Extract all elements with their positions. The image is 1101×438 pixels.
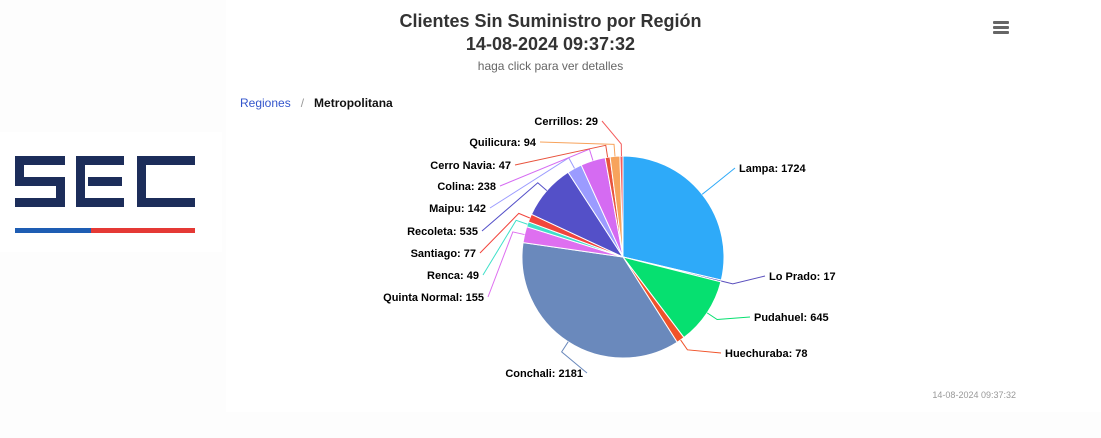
breadcrumb: Regiones / Metropolitana xyxy=(240,96,393,110)
connector-lo-prado xyxy=(720,275,766,285)
connector-lampa xyxy=(701,167,736,195)
pie-slice-pudahuel[interactable] xyxy=(621,256,722,339)
data-label-colina: Colina: 238 xyxy=(437,181,496,193)
data-label-lo-prado: Lo Prado: 17 xyxy=(769,271,836,283)
chart-subtitle: haga click para ver detalles xyxy=(477,59,624,73)
data-label-cerro-navia: Cerro Navia: 47 xyxy=(430,160,511,172)
connector-cerrillos xyxy=(601,120,622,157)
data-label-cerrillos: Cerrillos: 29 xyxy=(534,116,598,128)
breadcrumb-regiones-link[interactable]: Regiones xyxy=(240,96,291,110)
connector-conchali xyxy=(560,341,588,374)
breadcrumb-separator: / xyxy=(300,96,305,110)
connector-cerro-navia xyxy=(514,144,609,166)
hamburger-menu-icon[interactable] xyxy=(991,19,1013,37)
sec-logo xyxy=(0,132,222,252)
data-label-huechuraba: Huechuraba: 78 xyxy=(725,348,808,360)
data-label-conchali: Conchali: 2181 xyxy=(505,368,583,380)
connector-renca xyxy=(482,219,528,276)
connector-recoleta xyxy=(481,182,548,232)
connector-santiago xyxy=(479,212,531,254)
chart-title: Clientes Sin Suministro por Región xyxy=(399,11,702,31)
pie-slice-conchali[interactable] xyxy=(521,242,678,359)
connector-huechuraba xyxy=(680,339,722,354)
data-label-pudahuel: Pudahuel: 645 xyxy=(754,312,829,324)
data-label-renca: Renca: 49 xyxy=(427,270,479,282)
connector-quinta-normal xyxy=(487,231,525,298)
data-label-santiago: Santiago: 77 xyxy=(411,248,476,260)
chart-datetime: 14-08-2024 09:37:32 xyxy=(465,34,636,54)
data-label-quilicura: Quilicura: 94 xyxy=(469,137,537,149)
data-label-recoleta: Recoleta: 535 xyxy=(407,226,478,238)
pie-slice-lampa[interactable] xyxy=(622,155,725,281)
sec-logo-graphic xyxy=(15,156,195,233)
connector-pudahuel xyxy=(706,312,751,321)
chart-credits-timestamp: 14-08-2024 09:37:32 xyxy=(932,390,1016,400)
data-label-quinta-normal: Quinta Normal: 155 xyxy=(383,292,484,304)
data-label-lampa: Lampa: 1724 xyxy=(739,163,807,175)
data-label-maipu: Maipu: 142 xyxy=(429,203,486,215)
connector-quilicura xyxy=(539,141,616,157)
breadcrumb-current: Metropolitana xyxy=(314,96,393,110)
